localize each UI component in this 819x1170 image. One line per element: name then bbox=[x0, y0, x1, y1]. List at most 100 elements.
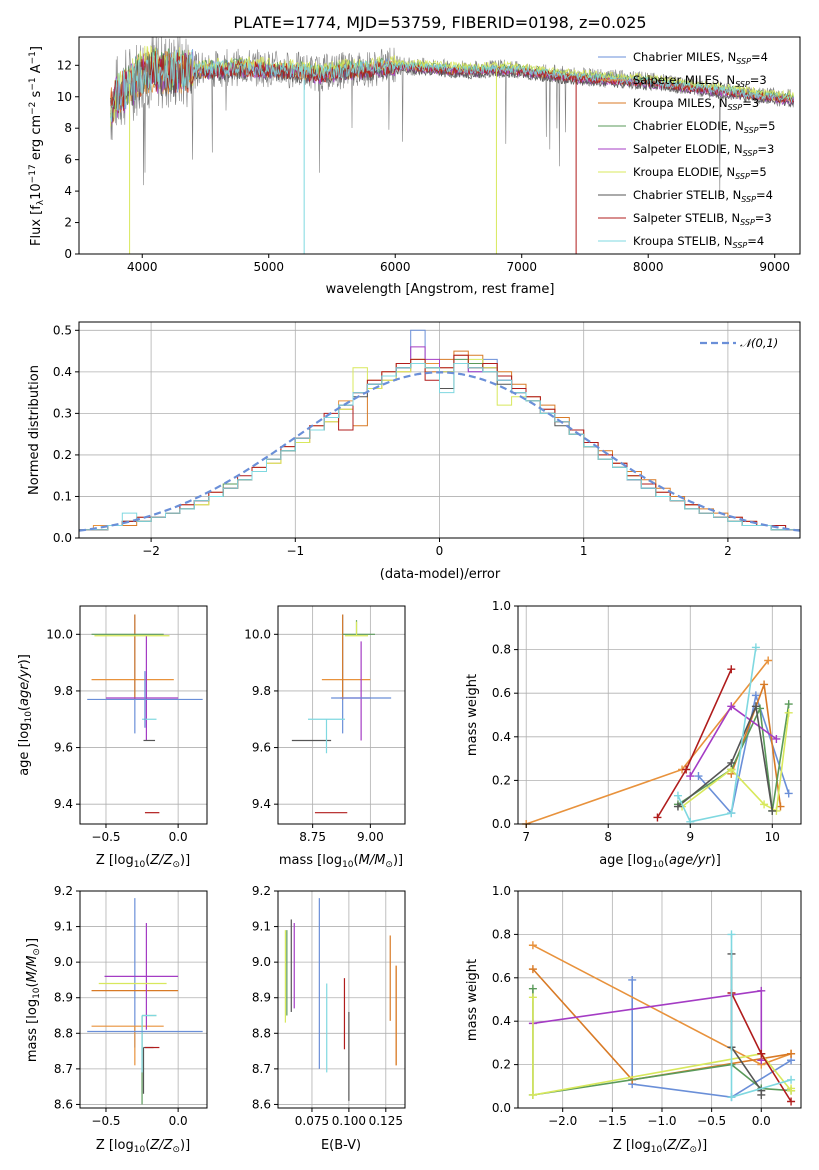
weight-vs-metallicity-panel: −2.0 −1.5 −1.0 −0.5 0.0 0.0 0.2 0.4 0.6 0.8 1.0 Z… bbox=[465, 884, 802, 1155]
weight-marker bbox=[787, 1097, 796, 1106]
legend-label: Salpeter STELIB, NSSP=3 bbox=[633, 211, 772, 227]
hist-ytick-label: 0.0 bbox=[53, 531, 72, 545]
massz-ytick-label: 9.1 bbox=[54, 920, 73, 934]
age-mass-xlabel: mass [log10(M/M⊙)] bbox=[279, 853, 403, 870]
weight-marker bbox=[757, 1049, 766, 1058]
wz-xtick-label: −0.5 bbox=[697, 1114, 726, 1128]
histogram-xlabel: (data-model)/error bbox=[380, 567, 501, 582]
hist-xtick-label: −2 bbox=[142, 544, 160, 558]
model-spectrum-line bbox=[110, 51, 794, 114]
weight-marker bbox=[751, 643, 760, 652]
wz-xtick-label: −2.0 bbox=[548, 1114, 577, 1128]
weight-marker bbox=[727, 758, 736, 767]
spectrum-axes-frame bbox=[78, 36, 801, 255]
weight-age-xlabel: age [log10(age/yr)] bbox=[599, 853, 721, 870]
massz-xtick-label: −0.5 bbox=[91, 1114, 120, 1128]
residual-histogram-panel: −2 −1 0 1 2 0.0 0.1 0.2 0.3 0.4 0.5 (data-model)/… bbox=[27, 321, 801, 582]
wage-xtick-label: 8 bbox=[604, 830, 612, 844]
wz-ytick-label: 0.8 bbox=[492, 927, 511, 941]
wage-ytick-label: 0.8 bbox=[492, 643, 511, 657]
agez-xtick-label: −0.5 bbox=[91, 830, 120, 844]
mass-z-ylabel: mass [log10(M/M⊙)] bbox=[25, 938, 42, 1062]
agem-ytick-label: 9.6 bbox=[252, 741, 271, 755]
weight-marker bbox=[673, 791, 682, 800]
hist-ytick-label: 0.1 bbox=[53, 489, 72, 503]
hist-xtick-label: 0 bbox=[436, 544, 444, 558]
wz-ytick-label: 1.0 bbox=[492, 884, 511, 898]
massz-ytick-label: 9.2 bbox=[54, 884, 73, 898]
weight-marker bbox=[751, 691, 760, 700]
weight-marker bbox=[784, 700, 793, 709]
wz-ytick-label: 0.4 bbox=[492, 1014, 511, 1028]
agem-ytick-label: 9.8 bbox=[252, 684, 271, 698]
spec-ytick-label: 12 bbox=[57, 58, 72, 72]
weight-marker bbox=[751, 702, 760, 711]
weight-marker bbox=[760, 680, 769, 689]
age-vs-mass-errorbars bbox=[291, 614, 392, 814]
massz-ytick-label: 8.7 bbox=[54, 1062, 73, 1076]
hist-ytick-label: 0.3 bbox=[53, 406, 72, 420]
model-spectrum-line bbox=[110, 49, 794, 122]
legend-label: Salpeter ELODIE, NSSP=3 bbox=[633, 142, 774, 158]
weight-age-axes-frame bbox=[517, 605, 802, 825]
spec-xtick-label: 9000 bbox=[759, 260, 790, 274]
hist-ytick-label: 0.4 bbox=[53, 365, 72, 379]
age-vs-mass-panel: 8.75 9.00 9.4 9.6 9.8 10.0 mass [log10(M/M⊙)… bbox=[244, 605, 406, 870]
spec-ytick-label: 0 bbox=[64, 247, 72, 261]
wz-xtick-label: 0.0 bbox=[752, 1114, 771, 1128]
mass-vs-extinction-panel: 0.075 0.100 0.125 8.6 8.7 8.8 8.9 9.0 9.1 9.2 E(… bbox=[252, 884, 406, 1153]
agez-ytick-label: 9.4 bbox=[54, 797, 73, 811]
weight-marker bbox=[768, 806, 777, 815]
massz-ytick-label: 8.6 bbox=[54, 1097, 73, 1111]
masse-ytick-label: 8.7 bbox=[252, 1062, 271, 1076]
masse-ytick-label: 9.2 bbox=[252, 884, 271, 898]
wage-ytick-label: 0.2 bbox=[492, 773, 511, 787]
weight-marker bbox=[787, 1075, 796, 1084]
wz-ytick-label: 0.2 bbox=[492, 1058, 511, 1072]
weight-marker bbox=[727, 702, 736, 711]
weight-marker bbox=[787, 1049, 796, 1058]
spectrum-title: PLATE=1774, MJD=53759, FIBERID=0198, z=0… bbox=[233, 13, 646, 32]
weight-line bbox=[631, 980, 792, 1099]
weight-marker bbox=[784, 789, 793, 798]
hist-xtick-label: 1 bbox=[580, 544, 588, 558]
legend-label: Kroupa STELIB, NSSP=4 bbox=[633, 234, 764, 250]
massz-ytick-label: 9.0 bbox=[54, 955, 73, 969]
spectrum-xlabel: wavelength [Angstrom, rest frame] bbox=[326, 282, 555, 297]
spec-xtick-label: 5000 bbox=[253, 260, 284, 274]
mass-vs-extinction-errorbars bbox=[284, 898, 397, 1101]
age-vs-metallicity-errorbars bbox=[87, 614, 203, 814]
legend-label: Chabrier MILES, NSSP=4 bbox=[633, 50, 768, 66]
agem-ytick-label: 10.0 bbox=[244, 627, 271, 641]
histogram-step-line bbox=[78, 363, 800, 538]
weight-marker bbox=[727, 665, 736, 674]
wage-ytick-label: 1.0 bbox=[492, 599, 511, 613]
spec-ytick-label: 8 bbox=[64, 121, 72, 135]
weight-vs-age-lines bbox=[522, 643, 793, 828]
hist-ytick-label: 0.5 bbox=[53, 323, 72, 337]
spectrum-legend: Chabrier MILES, NSSP=4 Salpeter MILES, NS… bbox=[598, 50, 775, 250]
masse-ytick-label: 8.9 bbox=[252, 991, 271, 1005]
gaussian-reference-curve bbox=[78, 371, 801, 532]
wage-ytick-label: 0.6 bbox=[492, 686, 511, 700]
weight-marker bbox=[528, 984, 537, 993]
wage-ytick-label: 0.4 bbox=[492, 730, 511, 744]
weight-marker bbox=[694, 772, 703, 781]
agez-xtick-label: 0.0 bbox=[169, 830, 188, 844]
spec-xtick-label: 8000 bbox=[633, 260, 664, 274]
masse-ytick-label: 9.1 bbox=[252, 920, 271, 934]
agez-ytick-label: 10.0 bbox=[46, 627, 73, 641]
massz-xtick-label: 0.0 bbox=[169, 1114, 188, 1128]
wz-ytick-label: 0.6 bbox=[492, 971, 511, 985]
masse-xtick-label: 0.125 bbox=[369, 1114, 403, 1128]
masse-ytick-label: 8.8 bbox=[252, 1026, 271, 1040]
spec-xtick-label: 6000 bbox=[380, 260, 411, 274]
weight-marker bbox=[784, 708, 793, 717]
agem-xtick-label: 9.00 bbox=[357, 830, 384, 844]
wage-ytick-label: 0.0 bbox=[492, 817, 511, 831]
agez-ytick-label: 9.8 bbox=[54, 684, 73, 698]
weight-marker bbox=[727, 1093, 736, 1102]
hist-ytick-label: 0.2 bbox=[53, 448, 72, 462]
hist-xtick-label: −1 bbox=[286, 544, 304, 558]
